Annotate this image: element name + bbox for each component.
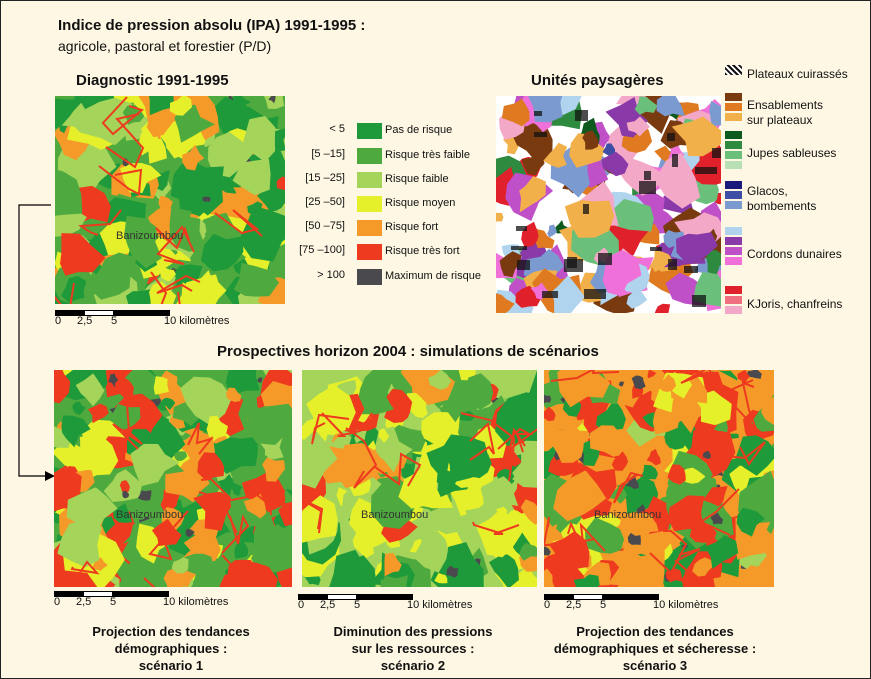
landscape-unit-label: Jupes sableuses [747,146,837,160]
risk-range: [25 –50] [305,196,345,208]
landscape-swatch [725,93,742,101]
landscape-swatch [725,181,742,189]
risk-label: Risque moyen [385,197,456,209]
scale-label-5: 5 [354,599,361,611]
scale-label-10km: 10 kilomètres [407,599,473,611]
scale-label-5: 5 [111,315,118,327]
risk-label: Risque très fort [385,245,460,257]
scale-label-10km: 10 kilomètres [164,315,230,327]
scale-label-0: 0 [55,315,62,327]
risk-label: Risque fort [385,221,439,233]
risk-swatch [357,123,382,139]
landscape-swatch [725,201,742,209]
risk-range: > 100 [317,269,345,281]
landscape-unit-label: KJoris, chanfreins [747,297,843,311]
landscape-swatch [725,141,742,149]
landscape-swatch [725,65,742,75]
scenario-1-city-label: Banizoumbou [116,509,184,521]
risk-swatch [357,148,382,164]
risk-label: Maximum de risque [385,270,481,282]
risk-range: [15 –25] [305,172,345,184]
landscape-swatch [725,247,742,255]
risk-label: Risque très faible [385,149,470,161]
scenario-1-scale-bar: 0 2,5 5 10 kilomètres [54,591,254,613]
scenario-2-caption: Diminution des pressions sur les ressour… [333,624,493,673]
landscape-swatch [725,103,742,111]
diagnostic-scale-bar: 0 2,5 5 10 kilomètres [55,310,255,332]
scenario-3-caption: Projection des tendances démographiques … [553,624,757,673]
scenario-2-map [302,370,537,587]
scenario-2-city-label: Banizoumbou [361,509,429,521]
diagnostic-title: Diagnostic 1991-1995 [76,72,229,89]
scale-segment [356,594,413,600]
scale-segment [602,594,659,600]
scale-label-5: 5 [110,596,117,608]
risk-range: [5 –15] [311,148,345,160]
figure-subtitle: agricole, pastoral et forestier (P/D) [58,38,272,54]
landscape-title: Unités paysagères [531,72,664,89]
landscape-swatch [725,131,742,139]
landscape-swatch [725,296,742,304]
scale-label-10km: 10 kilomètres [653,599,719,611]
diagnostic-map [55,96,285,304]
landscape-swatch [725,161,742,169]
risk-swatch [357,269,382,285]
scenario-2-scale-bar: 0 2,5 5 10 kilomètres [298,594,498,616]
risk-swatch [357,220,382,236]
risk-label: Pas de risque [385,124,453,136]
landscape-map [496,96,721,313]
prospective-title: Prospectives horizon 2004 : simulations … [217,343,599,360]
scale-label-2-5: 2,5 [76,596,92,608]
risk-swatch [357,196,382,212]
risk-range: [75 –100] [299,244,345,256]
scale-label-0: 0 [544,599,551,611]
scale-label-5: 5 [600,599,607,611]
risk-range: [50 –75] [305,220,345,232]
scenario-3-scale-bar: 0 2,5 5 10 kilomètres [544,594,744,616]
landscape-swatch [725,286,742,294]
scenario-1-map [54,370,292,587]
landscape-swatch [725,257,742,265]
scale-label-2-5: 2,5 [77,315,93,327]
risk-range: < 5 [329,123,345,135]
scale-label-10km: 10 kilomètres [163,596,229,608]
connector-arrow [18,204,55,481]
scenario-3-map [544,370,774,587]
landscape-unit-label: Cordons dunaires [747,247,842,261]
scale-label-2-5: 2,5 [566,599,582,611]
scale-label-0: 0 [54,596,61,608]
landscape-swatch [725,237,742,245]
landscape-unit-label: Plateaux cuirassés [747,67,848,81]
risk-swatch [357,244,382,260]
landscape-unit-label: Glacos, bombements [747,184,817,213]
landscape-swatch [725,306,742,314]
figure-title: Indice de pression absolu (IPA) 1991-199… [58,17,366,34]
scale-label-0: 0 [298,599,305,611]
landscape-swatch [725,113,742,121]
diagnostic-city-label: Banizoumbou [116,230,184,242]
scenario-1-caption: Projection des tendances démographiques … [92,624,250,673]
landscape-swatch [725,191,742,199]
landscape-unit-label: Ensablements sur plateaux [747,98,824,127]
landscape-swatch [725,227,742,235]
risk-label: Risque faible [385,173,449,185]
scale-segment [112,591,169,597]
risk-swatch [357,172,382,188]
scale-segment [113,310,170,316]
landscape-swatch [725,151,742,159]
scenario-3-city-label: Banizoumbou [594,509,662,521]
scale-label-2-5: 2,5 [320,599,336,611]
